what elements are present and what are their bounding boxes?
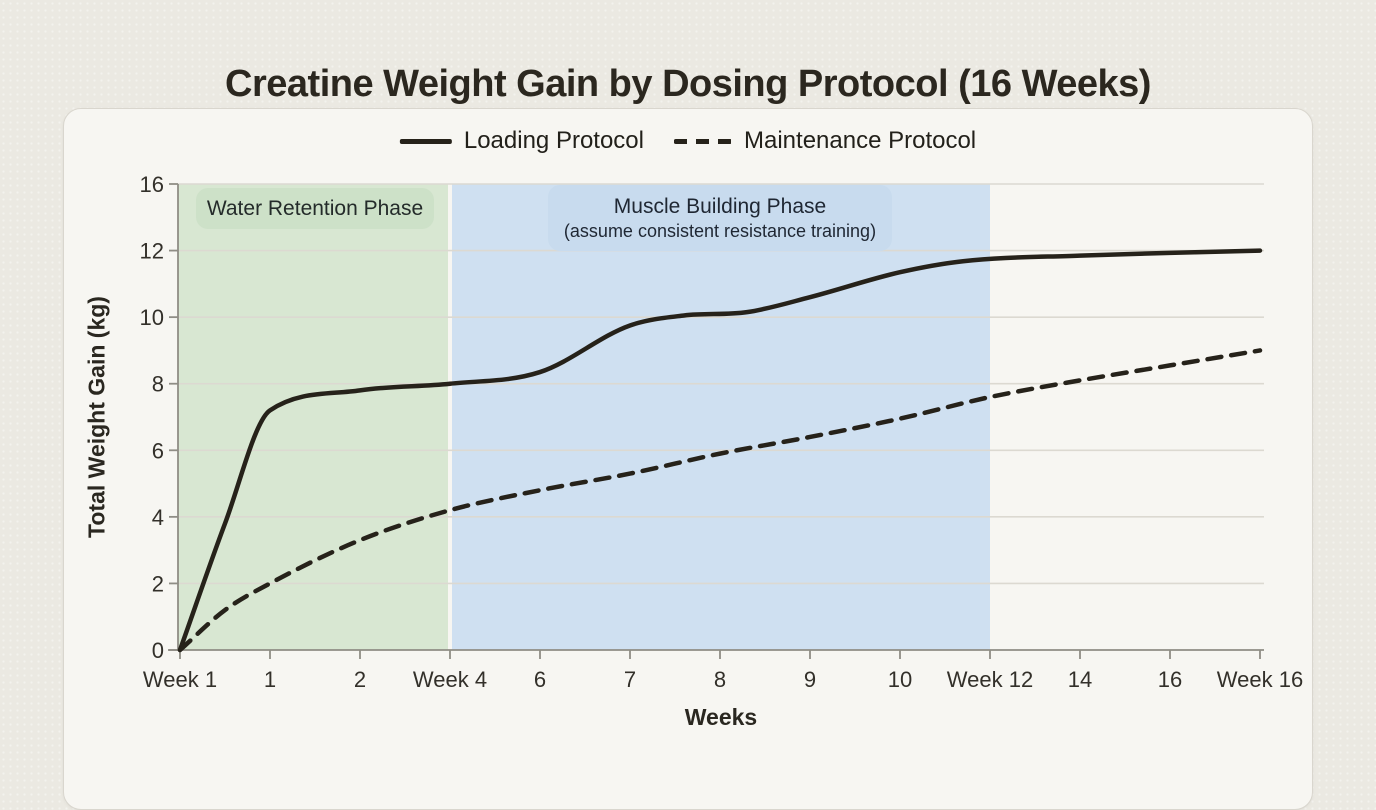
y-tick-label-8: 8 (152, 372, 164, 397)
x-tick-label-2: 2 (354, 667, 366, 692)
y-tick-label-10: 10 (140, 305, 164, 330)
x-axis-title: Weeks (684, 704, 758, 730)
x-tick-label-11: 16 (1158, 667, 1182, 692)
annotation-muscle-building-phase: Muscle Building Phase (assume consistent… (548, 185, 892, 251)
x-tick-label-4: 6 (534, 667, 546, 692)
dashed-line-swatch-icon (674, 138, 732, 144)
y-tick-label-12: 12 (140, 239, 164, 264)
x-tick-label-0: Week 1 (143, 667, 217, 692)
region-water-retention (178, 184, 448, 650)
series-line-maintenance-protocol (177, 348, 1263, 653)
x-tick-label-12: Week 16 (1217, 667, 1303, 692)
x-tick-label-6: 8 (714, 667, 726, 692)
y-tick-label-6: 6 (152, 438, 164, 463)
chart-figure: Creatine Weight Gain by Dosing Protocol … (63, 63, 1313, 810)
legend-item-loading-protocol: Loading Protocol (399, 127, 644, 155)
annotation-water-retention-phase: Water Retention Phase (196, 188, 434, 229)
y-tick-label-2: 2 (152, 571, 164, 596)
y-tick-label-16: 16 (140, 172, 164, 197)
y-tick-label-0: 0 (152, 638, 164, 663)
x-tick-label-8: 10 (888, 667, 912, 692)
x-tick-label-1: 1 (264, 667, 276, 692)
legend-label: Maintenance Protocol (744, 127, 977, 154)
solid-line-swatch-icon (399, 138, 452, 144)
y-axis-title: Total Weight Gain (kg) (83, 296, 110, 538)
series-line-loading-protocol (177, 248, 1263, 653)
x-tick-label-3: Week 4 (413, 667, 487, 692)
x-tick-label-5: 7 (624, 667, 636, 692)
annotation-label: Muscle Building Phase (613, 195, 827, 218)
x-tick-label-10: 14 (1068, 667, 1092, 692)
legend-label: Loading Protocol (463, 127, 644, 154)
chart-legend: Loading Protocol Maintenance Protocol (399, 126, 976, 156)
x-tick-label-9: Week 12 (947, 667, 1033, 692)
annotation-label: Water Retention Phase (206, 196, 424, 220)
chart-title: Creatine Weight Gain by Dosing Protocol … (225, 63, 1151, 106)
annotation-sublabel: (assume consistent resistance training) (563, 221, 877, 241)
y-tick-label-4: 4 (152, 505, 164, 530)
legend-item-maintenance-protocol: Maintenance Protocol (674, 127, 976, 155)
x-tick-label-7: 9 (804, 667, 816, 692)
